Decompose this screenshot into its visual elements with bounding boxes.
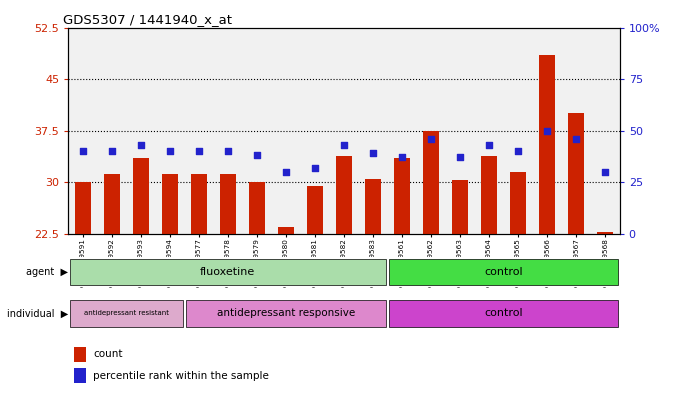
Bar	[597, 232, 613, 234]
Bar	[213, 28, 242, 234]
Bar	[387, 28, 417, 234]
Bar	[69, 300, 183, 327]
Point	[77, 148, 88, 154]
Bar	[358, 28, 387, 234]
Point	[136, 142, 146, 148]
Point	[164, 148, 175, 154]
Text: percentile rank within the sample: percentile rank within the sample	[93, 371, 269, 381]
Bar	[249, 182, 265, 234]
Bar	[394, 158, 410, 234]
Bar	[185, 28, 213, 234]
Text: control: control	[484, 267, 523, 277]
Bar	[475, 28, 503, 234]
Text: individual  ▶: individual ▶	[7, 309, 68, 318]
Bar	[445, 28, 475, 234]
Text: antidepressant responsive: antidepressant responsive	[217, 309, 355, 318]
Point	[484, 142, 494, 148]
Point	[193, 148, 204, 154]
Bar	[568, 114, 584, 234]
Bar	[69, 259, 386, 285]
Bar	[503, 28, 533, 234]
Bar	[161, 174, 178, 234]
Bar	[417, 28, 445, 234]
Bar	[590, 28, 620, 234]
Bar	[186, 300, 386, 327]
Bar	[389, 259, 618, 285]
Point	[541, 127, 552, 134]
Point	[426, 136, 437, 142]
Bar	[336, 156, 352, 234]
Point	[513, 148, 524, 154]
Bar	[300, 28, 330, 234]
Bar	[533, 28, 562, 234]
Bar	[191, 174, 207, 234]
Point	[368, 150, 379, 156]
Bar	[481, 156, 497, 234]
Text: antidepressant resistant: antidepressant resistant	[84, 310, 169, 316]
Bar	[365, 179, 381, 234]
Bar	[423, 130, 439, 234]
Bar	[75, 182, 91, 234]
Point	[396, 154, 407, 161]
Bar	[330, 28, 358, 234]
Bar	[242, 28, 271, 234]
Point	[251, 152, 262, 158]
Point	[106, 148, 117, 154]
Bar	[126, 28, 155, 234]
Point	[222, 148, 233, 154]
Text: agent  ▶: agent ▶	[26, 267, 68, 277]
Bar	[307, 185, 323, 234]
Bar	[97, 28, 126, 234]
Point	[571, 136, 582, 142]
Bar	[539, 55, 555, 234]
Text: control: control	[484, 309, 523, 318]
Text: GDS5307 / 1441940_x_at: GDS5307 / 1441940_x_at	[63, 13, 232, 26]
Bar	[220, 174, 236, 234]
Bar	[510, 172, 526, 234]
Point	[455, 154, 466, 161]
Bar	[155, 28, 185, 234]
Bar	[68, 28, 97, 234]
Bar	[389, 300, 618, 327]
Text: count: count	[93, 349, 123, 359]
Bar	[104, 174, 120, 234]
Bar	[74, 347, 86, 362]
Point	[338, 142, 349, 148]
Point	[309, 165, 320, 171]
Bar	[271, 28, 300, 234]
Bar	[562, 28, 590, 234]
Point	[281, 169, 291, 175]
Bar	[278, 227, 294, 234]
Bar	[133, 158, 148, 234]
Bar	[452, 180, 468, 234]
Bar	[74, 368, 86, 384]
Point	[600, 169, 611, 175]
Text: fluoxetine: fluoxetine	[200, 267, 255, 277]
